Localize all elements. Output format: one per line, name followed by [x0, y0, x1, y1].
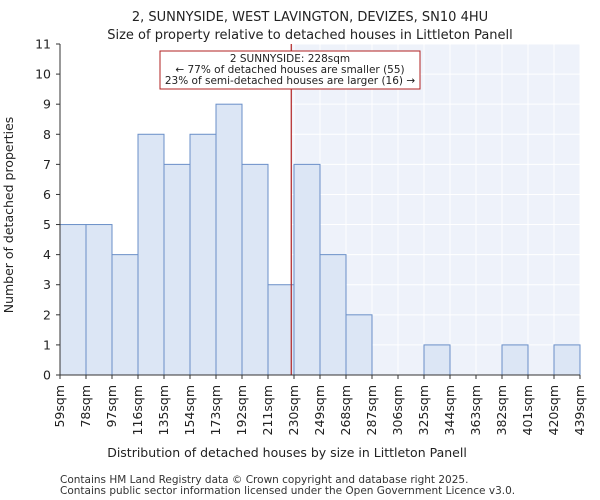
y-tick-label: 10	[35, 67, 51, 82]
y-tick-label: 9	[43, 97, 51, 112]
y-tick-label: 11	[35, 37, 51, 52]
x-tick-label: 420sqm	[546, 385, 561, 435]
chart-title: 2, SUNNYSIDE, WEST LAVINGTON, DEVIZES, S…	[132, 10, 488, 25]
y-tick-label: 5	[43, 217, 51, 232]
x-tick-label: 230sqm	[286, 385, 301, 435]
chart-subtitle: Size of property relative to detached ho…	[107, 28, 513, 43]
x-tick-label: 78sqm	[78, 385, 93, 428]
bar-325sqm	[423, 344, 451, 376]
bar-382sqm	[501, 344, 529, 376]
bar-192sqm	[241, 163, 269, 376]
x-tick-label: 306sqm	[390, 385, 405, 435]
bar-59sqm	[59, 224, 87, 376]
x-tick-label: 401sqm	[520, 385, 535, 435]
x-tick-label: 344sqm	[442, 385, 457, 435]
x-axis-label: Distribution of detached houses by size …	[107, 445, 467, 460]
y-tick-label: 1	[43, 337, 51, 352]
annotation-line-3: 23% of semi-detached houses are larger (…	[165, 75, 416, 87]
bar-78sqm	[85, 224, 113, 376]
annotation-line-1: 2 SUNNYSIDE: 228sqm	[230, 53, 350, 65]
footer-line-1: Contains HM Land Registry data © Crown c…	[60, 474, 468, 486]
x-tick-label: 173sqm	[208, 385, 223, 435]
bars	[59, 103, 581, 376]
annotation-line-2: ← 77% of detached houses are smaller (55…	[175, 64, 404, 76]
x-tick-label: 439sqm	[572, 385, 587, 435]
x-tick-label: 154sqm	[182, 385, 197, 435]
bar-211sqm	[267, 284, 295, 376]
x-tick-label: 249sqm	[312, 385, 327, 435]
annotation-box: 2 SUNNYSIDE: 228sqm ← 77% of detached ho…	[159, 50, 421, 90]
y-tick-label: 7	[43, 157, 51, 172]
x-tick-label: 325sqm	[416, 385, 431, 435]
y-tick-label: 8	[43, 127, 51, 142]
x-tick-label: 192sqm	[234, 385, 249, 435]
bar-135sqm	[163, 163, 191, 376]
x-tick-label: 59sqm	[52, 385, 67, 428]
x-tick-label: 382sqm	[494, 385, 509, 435]
bar-154sqm	[189, 133, 217, 376]
bar-116sqm	[137, 133, 165, 376]
footer-line-2: Contains public sector information licen…	[60, 485, 515, 497]
x-tick-label: 97sqm	[104, 385, 119, 428]
x-tick-label: 211sqm	[260, 385, 275, 435]
x-tick-label: 363sqm	[468, 385, 483, 435]
bar-420sqm	[553, 344, 581, 376]
y-axis-label: Number of detached properties	[1, 117, 16, 314]
y-tick-label: 6	[43, 187, 51, 202]
y-ticks: 0 1 2 3 4 5 6 7 8 9 10 11	[35, 37, 60, 383]
x-ticks: 59sqm 78sqm 97sqm 116sqm 135sqm 154sqm 173sqm 1…	[52, 375, 587, 435]
x-tick-label: 135sqm	[156, 385, 171, 435]
y-tick-label: 4	[43, 247, 51, 262]
bar-97sqm	[111, 254, 139, 376]
x-tick-label: 287sqm	[364, 385, 379, 435]
y-tick-label: 0	[43, 368, 51, 383]
bar-249sqm	[319, 254, 347, 376]
x-tick-label: 268sqm	[338, 385, 353, 435]
bar-230sqm	[293, 163, 321, 376]
y-tick-label: 2	[43, 307, 51, 322]
y-tick-label: 3	[43, 277, 51, 292]
bar-268sqm	[345, 314, 373, 376]
x-tick-label: 116sqm	[130, 385, 145, 435]
bar-173sqm	[215, 103, 243, 376]
